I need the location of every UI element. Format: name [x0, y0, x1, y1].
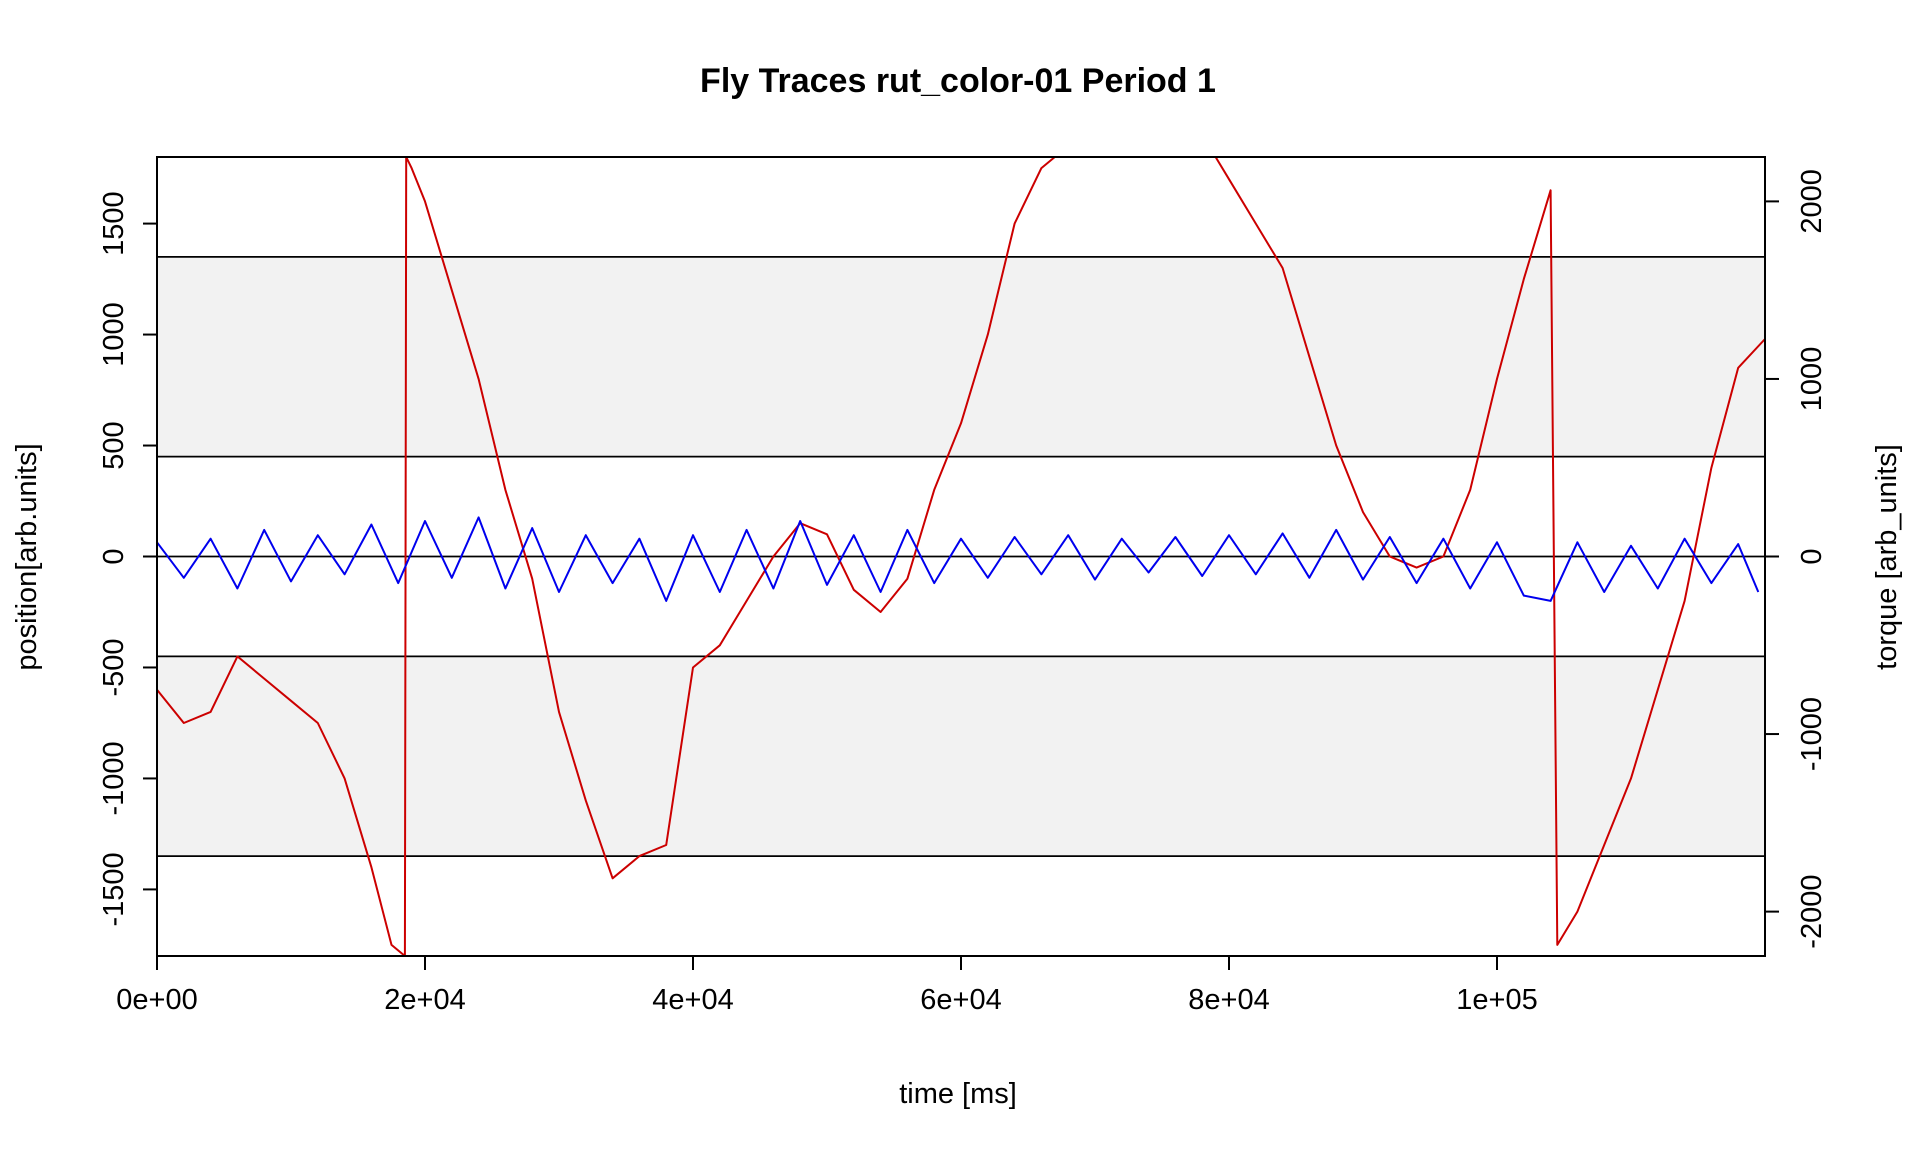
y-axis-left: -1500 -1000 -500 0 500 1000 1500 — [98, 191, 157, 927]
y-left-tick-label: 1000 — [98, 302, 130, 367]
y-right-tick-label: -1000 — [1796, 697, 1828, 771]
series-line-1 — [156, 516, 1760, 602]
y-axis-right: -2000 -1000 0 1000 2000 — [1765, 169, 1828, 949]
horizontal-reference-lines — [157, 255, 1765, 858]
y-left-tick-label: 1500 — [98, 191, 130, 256]
y-axis-right-label: torque [arb_units] — [1871, 444, 1903, 670]
x-axis-label: time [ms] — [899, 1078, 1017, 1110]
y-axis-left-label: position[arb.units] — [11, 443, 43, 670]
x-tick-label: 4e+04 — [652, 984, 733, 1016]
x-tick-label: 8e+04 — [1188, 984, 1269, 1016]
x-tick-label: 6e+04 — [920, 984, 1001, 1016]
x-tick-label: 2e+04 — [384, 984, 465, 1016]
y-right-tick-label: 1000 — [1796, 347, 1828, 412]
y-left-tick-label: 0 — [98, 548, 130, 564]
y-right-tick-label: 2000 — [1796, 169, 1828, 234]
y-right-tick-label: 0 — [1796, 548, 1828, 564]
chart-title: Fly Traces rut_color-01 Period 1 — [700, 62, 1216, 100]
y-left-tick-label: -1000 — [98, 741, 130, 815]
x-axis: 0e+00 2e+04 4e+04 6e+04 8e+04 1e+05 — [116, 955, 1538, 1016]
y-left-tick-label: 500 — [98, 421, 130, 469]
shaded-band-1 — [157, 656, 1765, 857]
y-left-tick-label: -1500 — [98, 852, 130, 926]
x-tick-label: 1e+05 — [1456, 984, 1537, 1016]
shaded-bands — [157, 256, 1765, 857]
x-tick-label: 0e+00 — [116, 984, 197, 1016]
shaded-band-0 — [157, 256, 1765, 457]
y-right-tick-label: -2000 — [1796, 875, 1828, 949]
y-left-tick-label: -500 — [98, 638, 130, 696]
